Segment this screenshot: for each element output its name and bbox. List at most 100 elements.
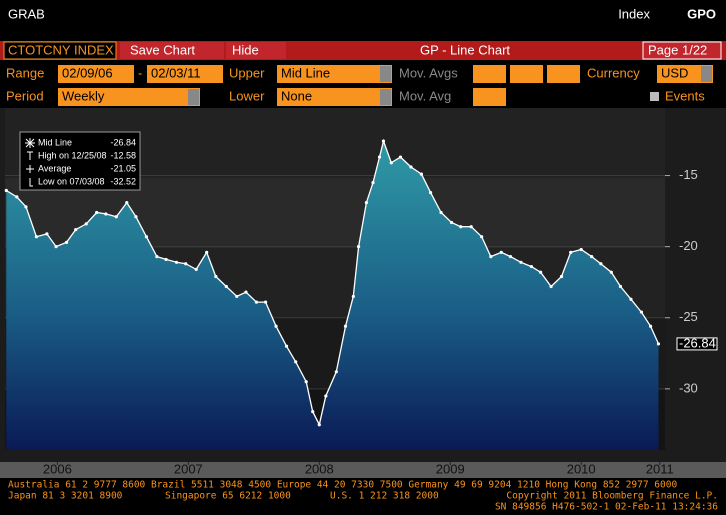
marker [214, 274, 218, 279]
y-tick-label: -30 [679, 380, 698, 395]
ticker: CTOTCNY INDEX [8, 42, 114, 57]
marker [538, 270, 543, 274]
marker [489, 255, 493, 259]
range-label: Range [6, 65, 44, 80]
marker [579, 247, 583, 252]
dropdown-arrow [380, 89, 391, 105]
marker [409, 165, 413, 169]
movavg-label: Mov. Avg [399, 88, 451, 103]
marker [343, 324, 348, 328]
marker [84, 222, 88, 226]
marker [449, 220, 454, 225]
movavg-field[interactable] [473, 65, 506, 83]
marker [439, 210, 443, 215]
dropdown-arrow [188, 89, 199, 105]
last-value-box [676, 337, 718, 351]
y-tick-label: -15 [679, 167, 698, 182]
marker [294, 360, 298, 364]
movavg-field[interactable] [547, 65, 580, 83]
marker [377, 155, 382, 159]
footer: Japan 81 3 3201 8900 [8, 491, 123, 502]
y-tick-label: -20 [679, 238, 698, 253]
legend-symbol [27, 151, 33, 160]
marker [519, 260, 523, 264]
marker [529, 264, 534, 269]
legend-symbol [25, 138, 35, 148]
dropdown-arrow [380, 66, 391, 82]
marker [134, 215, 138, 219]
footer: Australia 61 2 9777 8600 Brazil 5511 304… [8, 480, 677, 491]
last-value-label: -26.84 [679, 335, 716, 350]
marker [559, 274, 564, 279]
x-tick-label: 2011 [646, 461, 674, 476]
button-label: Hide [232, 42, 259, 57]
lower-label: Lower [229, 88, 265, 103]
marker [194, 267, 198, 272]
x-axis-bar [0, 462, 726, 478]
marker [284, 344, 289, 348]
marker [381, 139, 386, 143]
marker [184, 262, 188, 266]
marker [311, 410, 315, 414]
period-select[interactable] [58, 88, 200, 106]
marker [569, 250, 573, 254]
marker [15, 195, 19, 199]
header-label: Index [618, 6, 650, 21]
legend-box [19, 131, 141, 191]
marker [334, 370, 338, 374]
marker [224, 284, 228, 289]
line [5, 138, 660, 427]
marker [351, 294, 355, 299]
legend-value: -12.58 [110, 150, 136, 160]
marker [317, 423, 321, 427]
end-field[interactable] [147, 65, 223, 83]
marker [469, 225, 473, 229]
save-button[interactable] [120, 42, 224, 59]
movavg-field[interactable] [473, 88, 506, 106]
marker [45, 232, 49, 236]
legend-value: -26.84 [110, 137, 136, 147]
legend-symbol [29, 178, 33, 187]
page: Page 1/22 [648, 42, 707, 57]
marker [155, 255, 159, 259]
movavgs-label: Mov. Avgs [399, 65, 458, 80]
marker [24, 205, 28, 209]
x-tick-label: 2010 [567, 461, 596, 476]
marker [174, 260, 179, 264]
x-tick-label: 2009 [436, 461, 465, 476]
footer: SN 849856 H476-502-1 02-Feb-11 13:24:36 [495, 502, 718, 513]
period: Weekly [62, 88, 105, 103]
upper-label: Upper [229, 65, 265, 80]
start: 02/09/06 [62, 65, 113, 80]
lower: None [281, 88, 312, 103]
marker [356, 245, 361, 249]
legend-label: High on 12/25/08 [38, 150, 107, 160]
page-box[interactable] [642, 41, 722, 60]
start-field[interactable] [58, 65, 134, 83]
end: 02/03/11 [151, 65, 201, 80]
lower-select[interactable] [277, 88, 392, 106]
movavg-field[interactable] [510, 65, 543, 83]
marker [125, 200, 129, 205]
marker [648, 324, 653, 328]
ticker-box[interactable] [3, 41, 117, 60]
events-checkbox[interactable] [650, 92, 659, 101]
marker [499, 250, 503, 254]
upper: Mid Line [281, 65, 330, 80]
marker [4, 188, 8, 193]
currency-select[interactable] [657, 65, 713, 83]
marker [549, 284, 553, 289]
marker [274, 324, 278, 328]
y-tick-label: -25 [679, 309, 698, 324]
legend-label: Mid Line [38, 137, 72, 147]
hide-button[interactable] [226, 42, 286, 59]
legend-label: Average [38, 163, 71, 173]
header-left: GRAB [8, 6, 45, 21]
marker [618, 284, 623, 289]
upper-select[interactable] [277, 65, 392, 83]
marker [599, 262, 603, 266]
legend-value: -32.52 [110, 176, 136, 186]
marker [54, 245, 58, 249]
marker [428, 191, 433, 195]
x-tick-label: 2008 [305, 461, 334, 476]
